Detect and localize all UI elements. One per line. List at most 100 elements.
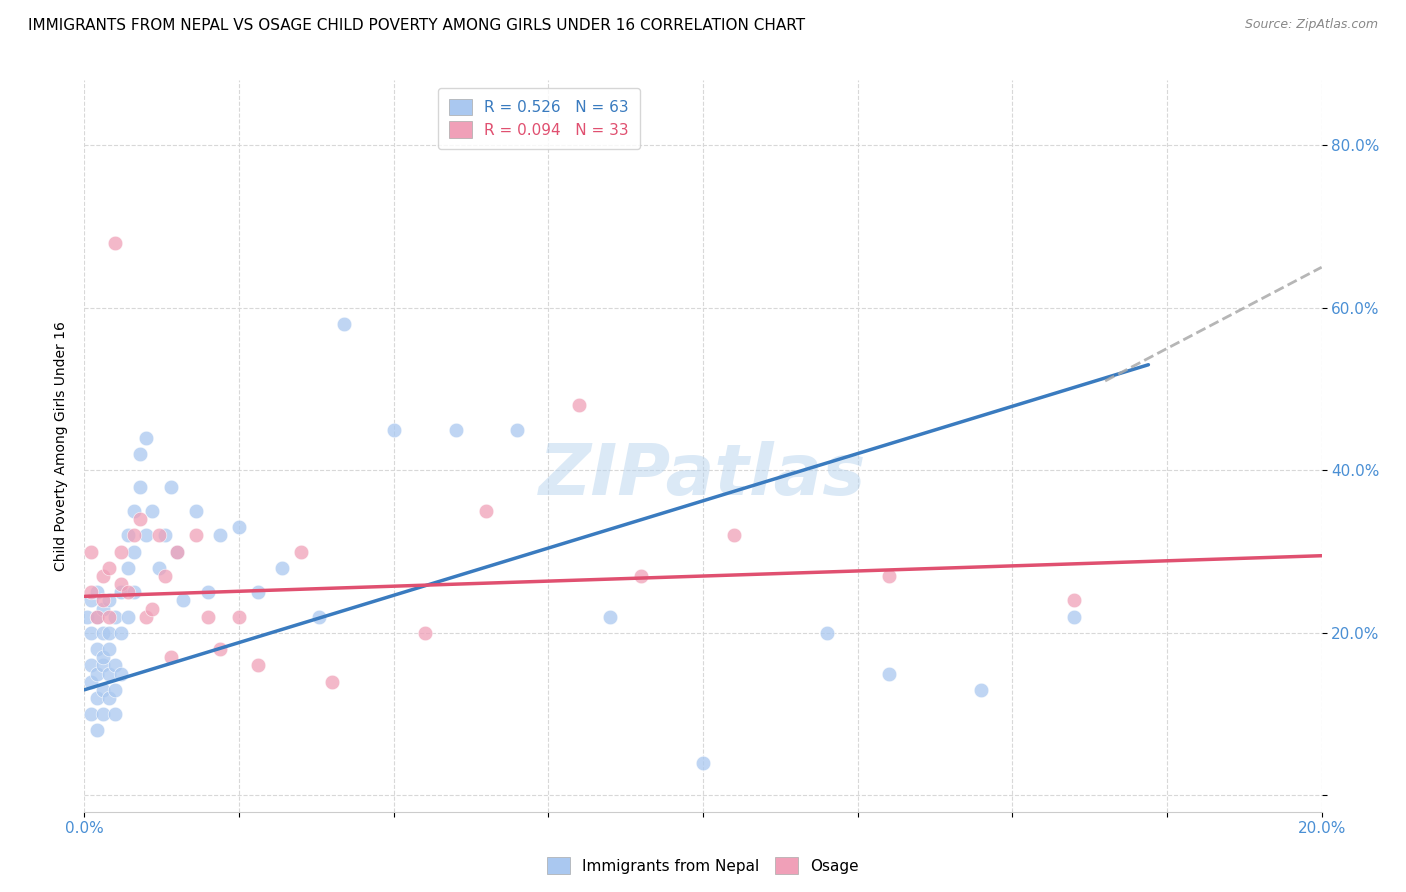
Point [98,593,121,607]
Point [86,609,108,624]
Point [413,626,436,640]
Point [91,707,114,722]
Point [290,544,312,558]
Point [79,585,101,599]
Point [98,626,121,640]
Point [104,707,127,722]
Y-axis label: Child Poverty Among Girls Under 16: Child Poverty Among Girls Under 16 [53,321,67,571]
Legend: Immigrants from Nepal, Osage: Immigrants from Nepal, Osage [541,851,865,880]
Point [166,544,188,558]
Point [160,480,183,494]
Point [91,658,114,673]
Point [117,609,139,624]
Point [321,674,343,689]
Point [308,609,330,624]
Point [723,528,745,542]
Point [184,504,207,518]
Point [160,650,183,665]
Text: Source: ZipAtlas.com: Source: ZipAtlas.com [1244,18,1378,31]
Point [382,423,405,437]
Point [209,642,232,657]
Point [333,317,356,331]
Point [91,593,114,607]
Point [110,577,132,591]
Point [110,626,132,640]
Point [122,544,145,558]
Point [184,528,207,542]
Point [148,561,170,575]
Point [104,609,127,624]
Point [104,235,127,250]
Point [91,682,114,697]
Point [79,593,101,607]
Point [153,528,176,542]
Point [122,528,145,542]
Point [197,609,219,624]
Point [122,504,145,518]
Legend: R = 0.526   N = 63, R = 0.094   N = 33: R = 0.526 N = 63, R = 0.094 N = 33 [439,88,640,149]
Point [98,690,121,705]
Point [110,666,132,681]
Point [129,447,152,461]
Point [86,723,108,738]
Point [692,756,714,770]
Point [91,626,114,640]
Point [79,707,101,722]
Point [117,561,139,575]
Point [86,609,108,624]
Point [79,544,101,558]
Point [599,609,621,624]
Point [172,593,194,607]
Point [1063,593,1085,607]
Point [135,431,157,445]
Point [877,569,900,583]
Point [129,480,152,494]
Point [98,561,121,575]
Point [122,585,145,599]
Point [141,504,163,518]
Point [197,585,219,599]
Point [98,609,121,624]
Point [153,569,176,583]
Point [475,504,498,518]
Point [166,544,188,558]
Point [148,528,170,542]
Point [117,528,139,542]
Point [86,666,108,681]
Point [246,585,269,599]
Text: ZIPatlas: ZIPatlas [540,441,866,509]
Point [506,423,529,437]
Point [877,666,900,681]
Point [76,609,98,624]
Point [104,682,127,697]
Point [79,674,101,689]
Point [91,601,114,615]
Point [98,666,121,681]
Point [135,528,157,542]
Point [271,561,294,575]
Point [86,690,108,705]
Point [91,569,114,583]
Point [209,528,232,542]
Point [228,609,250,624]
Point [98,642,121,657]
Point [815,626,838,640]
Point [630,569,652,583]
Point [135,609,157,624]
Point [970,682,993,697]
Point [1063,609,1085,624]
Point [86,642,108,657]
Point [444,423,467,437]
Point [246,658,269,673]
Point [129,512,152,526]
Point [110,585,132,599]
Point [110,544,132,558]
Point [568,398,591,412]
Point [117,585,139,599]
Point [91,650,114,665]
Point [79,626,101,640]
Point [79,658,101,673]
Point [141,601,163,615]
Point [86,585,108,599]
Text: IMMIGRANTS FROM NEPAL VS OSAGE CHILD POVERTY AMONG GIRLS UNDER 16 CORRELATION CH: IMMIGRANTS FROM NEPAL VS OSAGE CHILD POV… [28,18,806,33]
